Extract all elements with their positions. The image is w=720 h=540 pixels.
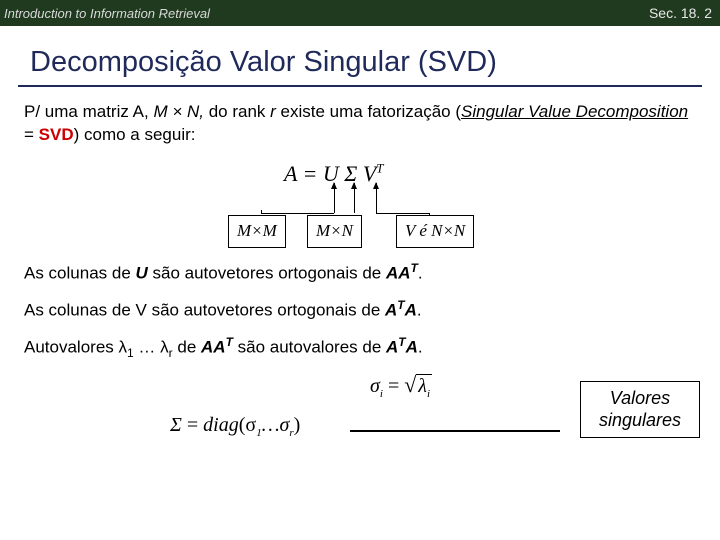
equation-area: A = U Σ VT M×M M×N V é N×N — [24, 155, 696, 255]
t: são autovalores de — [233, 338, 386, 357]
callout-l2: singulares — [599, 410, 681, 432]
aat: AA — [386, 264, 411, 283]
t: As colunas de V são autovetores ortogona… — [24, 301, 385, 320]
sup-t: T — [411, 261, 418, 275]
arrow-u — [334, 183, 335, 213]
line-v: As colunas de V são autovetores ortogona… — [24, 296, 696, 323]
connector — [261, 213, 334, 214]
line-u: As colunas de U são autovetores ortogona… — [24, 259, 696, 286]
sup-t: T — [398, 335, 405, 349]
sigma-diag-eq: Σ = diag(σ1…σr) — [170, 414, 300, 458]
intro-paragraph: P/ uma matriz A, M × N, do rank r existe… — [0, 87, 720, 255]
text: = — [24, 125, 39, 144]
dots: …σ — [262, 414, 290, 436]
sub-i2: i — [427, 388, 430, 400]
text: existe uma fatorização ( — [281, 102, 461, 121]
a1: A — [386, 338, 398, 357]
dim-mn: M×N — [307, 215, 362, 248]
connector — [376, 213, 430, 214]
header-course: Introduction to Information Retrieval — [4, 6, 210, 21]
t: são autovetores ortogonais de — [148, 264, 386, 283]
svd-long: Singular Value Decomposition — [461, 102, 688, 121]
connector — [261, 210, 262, 214]
eq: = — [383, 375, 404, 397]
r-ital: r — [270, 102, 280, 121]
sub1: 1 — [127, 346, 134, 360]
arrow-sigma — [354, 183, 355, 213]
singular-values-callout: Valores singulares — [580, 381, 700, 438]
svd-abbrev: SVD — [39, 125, 74, 144]
diag-word: diag — [203, 414, 239, 436]
dot: . — [417, 301, 422, 320]
u-sym: U — [136, 264, 148, 283]
line-eig: Autovalores λ1 … λr de AAT são autovalor… — [24, 333, 696, 362]
dot: . — [418, 264, 423, 283]
sup-t: T — [226, 335, 233, 349]
t: de — [173, 338, 201, 357]
text: do rank — [209, 102, 270, 121]
mn-ital: M × N, — [153, 102, 208, 121]
bottom-area: σi = √λi Σ = diag(σ1…σr) Valores singula… — [0, 372, 720, 452]
arrow-v — [376, 183, 377, 213]
t: As colunas de — [24, 264, 136, 283]
callout-l1: Valores — [599, 388, 681, 410]
dot: . — [418, 338, 423, 357]
close: ) — [294, 414, 301, 436]
slide-title: Decomposição Valor Singular (SVD) — [0, 26, 720, 85]
aat: AA — [201, 338, 226, 357]
t: … λ — [134, 338, 169, 357]
callout-connector — [350, 430, 560, 432]
text: ) como a seguir: — [74, 125, 196, 144]
eq: = — [182, 414, 203, 436]
body-text: As colunas de U são autovetores ortogona… — [0, 255, 720, 362]
header-section: Sec. 18. 2 — [649, 5, 712, 21]
open: (σ — [239, 414, 256, 436]
t: Autovalores λ — [24, 338, 127, 357]
text: P/ uma matriz A, — [24, 102, 153, 121]
sup-t: T — [397, 298, 404, 312]
a2: A — [405, 301, 417, 320]
a1: A — [385, 301, 397, 320]
slide-header: Introduction to Information Retrieval Se… — [0, 0, 720, 26]
dim-vnn: V é N×N — [396, 215, 474, 248]
dim-mm: M×M — [228, 215, 286, 248]
eq-sup: T — [376, 161, 383, 176]
sigma-i-eq: σi = √λi — [370, 372, 432, 400]
Sigma: Σ — [170, 414, 182, 436]
sigma: σ — [370, 375, 380, 397]
lam: λ — [418, 375, 427, 397]
a2: A — [406, 338, 418, 357]
